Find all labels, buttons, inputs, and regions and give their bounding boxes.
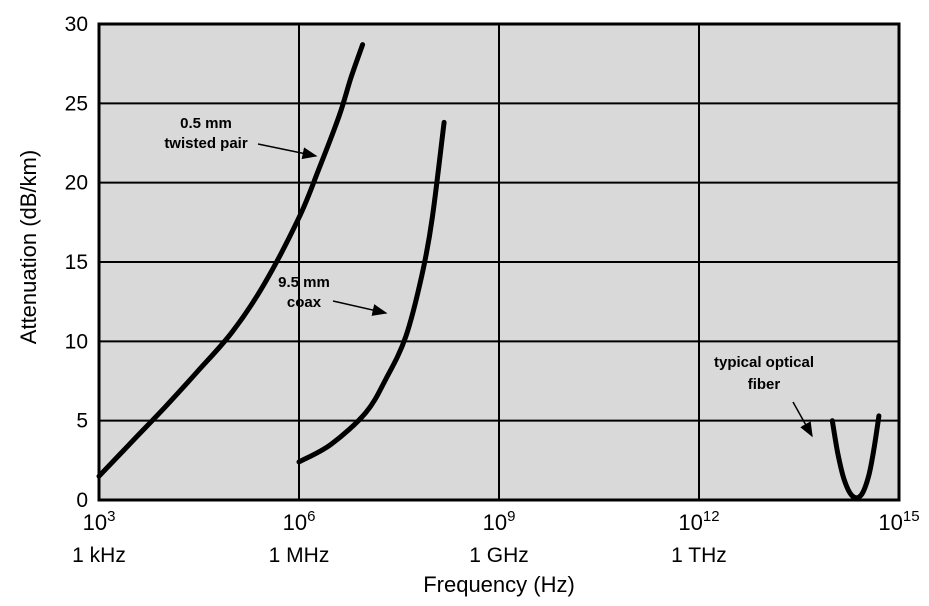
optical-fiber-label-line-2: fiber bbox=[748, 376, 781, 393]
coax-label-line-1: 9.5 mm bbox=[278, 274, 330, 291]
x-tick-label: 103 bbox=[83, 508, 116, 535]
x-tick-label: 109 bbox=[483, 508, 516, 535]
y-tick-label: 0 bbox=[76, 489, 88, 512]
twisted-pair-label-line-1: 0.5 mm bbox=[180, 115, 232, 132]
optical-fiber-line bbox=[829, 413, 882, 501]
x-tick-unit-label: 1 kHz bbox=[72, 544, 126, 567]
series-lines bbox=[96, 42, 882, 501]
y-tick-labels: 0 5 10 15 20 25 30 bbox=[65, 13, 88, 512]
coax-label-arrow bbox=[332, 300, 388, 316]
y-tick-label: 25 bbox=[65, 92, 88, 115]
x-tick-label: 106 bbox=[283, 508, 316, 535]
x-tick-unit-label: 1 GHz bbox=[469, 544, 529, 567]
coax-line bbox=[296, 119, 447, 465]
coax-label-line-2: coax bbox=[287, 294, 322, 311]
twisted-pair-label-arrow bbox=[257, 143, 318, 160]
x-tick-unit-label: 1 MHz bbox=[269, 544, 330, 567]
optical-fiber-label-arrow bbox=[792, 401, 813, 438]
x-tick-labels: 103 1 kHz 106 1 MHz 109 1 GHz 1012 1 THz 1015 bbox=[72, 508, 919, 567]
y-axis-title: Attenuation (dB/km) bbox=[16, 150, 41, 344]
optical-fiber-label-line-1: typical optical bbox=[714, 354, 814, 371]
y-tick-label: 10 bbox=[65, 330, 88, 353]
y-tick-label: 15 bbox=[65, 251, 88, 274]
y-tick-label: 5 bbox=[76, 410, 88, 433]
x-tick-label: 1012 bbox=[678, 508, 719, 535]
y-tick-label: 30 bbox=[65, 13, 88, 36]
x-axis-title: Frequency (Hz) bbox=[423, 572, 575, 597]
x-tick-label: 1015 bbox=[878, 508, 919, 535]
plot-frame bbox=[97, 22, 901, 502]
x-tick-unit-label: 1 THz bbox=[671, 544, 727, 567]
y-tick-label: 20 bbox=[65, 172, 88, 195]
annotations: 0.5 mm twisted pair 9.5 mm coax typical opti… bbox=[164, 115, 814, 438]
twisted-pair-label-line-2: twisted pair bbox=[164, 135, 248, 152]
twisted-pair-line bbox=[96, 42, 366, 479]
